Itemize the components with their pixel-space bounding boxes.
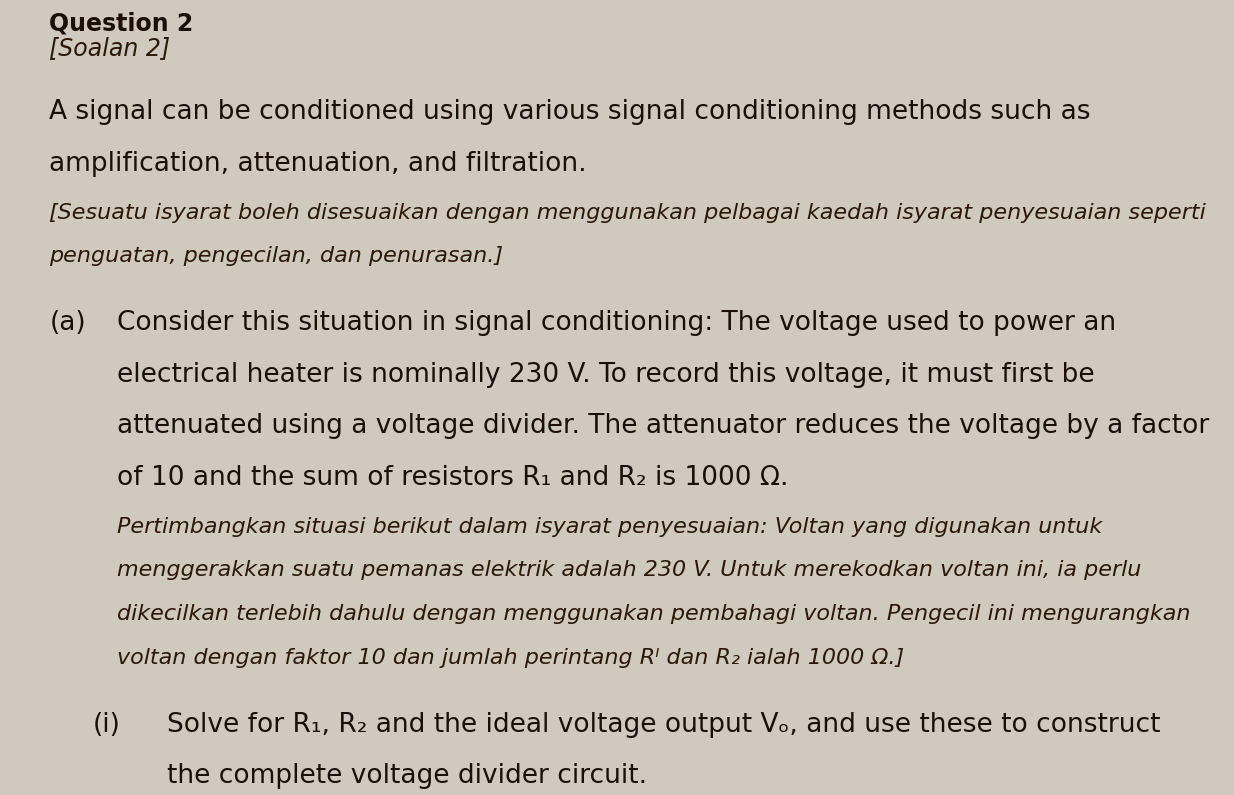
Text: (a): (a): [49, 310, 86, 336]
Text: electrical heater is nominally 230 V. To record this voltage, it must first be: electrical heater is nominally 230 V. To…: [117, 362, 1095, 388]
Text: dikecilkan terlebih dahulu dengan menggunakan pembahagi voltan. Pengecil ini men: dikecilkan terlebih dahulu dengan menggu…: [117, 604, 1191, 624]
Text: of 10 and the sum of resistors R₁ and R₂ is 1000 Ω.: of 10 and the sum of resistors R₁ and R₂…: [117, 465, 789, 491]
Text: voltan dengan faktor 10 dan jumlah perintang Rᴵ dan R₂ ialah 1000 Ω.]: voltan dengan faktor 10 dan jumlah perin…: [117, 648, 905, 668]
Text: amplification, attenuation, and filtration.: amplification, attenuation, and filtrati…: [49, 151, 587, 177]
Text: penguatan, pengecilan, dan penurasan.]: penguatan, pengecilan, dan penurasan.]: [49, 246, 503, 266]
Text: Pertimbangkan situasi berikut dalam isyarat penyesuaian: Voltan yang digunakan u: Pertimbangkan situasi berikut dalam isya…: [117, 517, 1102, 537]
Text: menggerakkan suatu pemanas elektrik adalah 230 V. Untuk merekodkan voltan ini, i: menggerakkan suatu pemanas elektrik adal…: [117, 560, 1141, 580]
Text: attenuated using a voltage divider. The attenuator reduces the voltage by a fact: attenuated using a voltage divider. The …: [117, 413, 1209, 440]
Text: (i): (i): [93, 712, 121, 738]
Text: A signal can be conditioned using various signal conditioning methods such as: A signal can be conditioned using variou…: [49, 99, 1091, 126]
Text: Solve for R₁, R₂ and the ideal voltage output Vₒ, and use these to construct: Solve for R₁, R₂ and the ideal voltage o…: [167, 712, 1160, 738]
Text: Question 2: Question 2: [49, 12, 194, 36]
Text: the complete voltage divider circuit.: the complete voltage divider circuit.: [167, 763, 647, 789]
Text: [Soalan 2]: [Soalan 2]: [49, 36, 170, 60]
Text: Consider this situation in signal conditioning: The voltage used to power an: Consider this situation in signal condit…: [117, 310, 1117, 336]
Text: [Sesuatu isyarat boleh disesuaikan dengan menggunakan pelbagai kaedah isyarat pe: [Sesuatu isyarat boleh disesuaikan denga…: [49, 203, 1206, 223]
